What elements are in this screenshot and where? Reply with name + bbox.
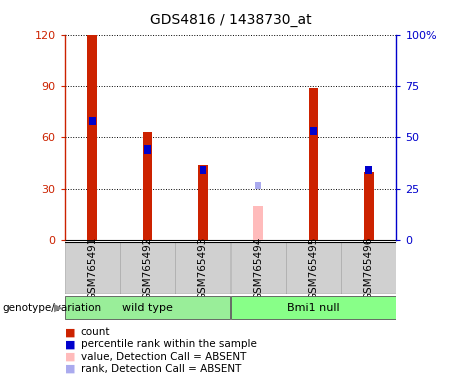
Bar xyxy=(310,127,317,135)
Bar xyxy=(231,296,396,319)
Text: GSM765491: GSM765491 xyxy=(87,236,97,300)
Text: GSM765496: GSM765496 xyxy=(364,236,374,300)
Bar xyxy=(198,165,208,240)
Text: Bmi1 null: Bmi1 null xyxy=(287,303,340,313)
Bar xyxy=(89,117,95,125)
Bar xyxy=(253,206,263,240)
Bar xyxy=(255,182,261,189)
Bar xyxy=(366,166,372,174)
Bar xyxy=(120,242,175,294)
Text: value, Detection Call = ABSENT: value, Detection Call = ABSENT xyxy=(81,352,246,362)
Bar xyxy=(176,242,230,294)
Bar xyxy=(286,242,341,294)
Text: ▶: ▶ xyxy=(54,303,63,313)
Text: ■: ■ xyxy=(65,327,75,337)
Bar xyxy=(87,35,97,240)
Text: rank, Detection Call = ABSENT: rank, Detection Call = ABSENT xyxy=(81,364,241,374)
Bar xyxy=(342,242,396,294)
Text: GSM765495: GSM765495 xyxy=(308,236,319,300)
Text: genotype/variation: genotype/variation xyxy=(2,303,101,313)
Text: GDS4816 / 1438730_at: GDS4816 / 1438730_at xyxy=(150,13,311,27)
Text: wild type: wild type xyxy=(122,303,173,313)
Text: count: count xyxy=(81,327,110,337)
Text: GSM765493: GSM765493 xyxy=(198,236,208,300)
Bar xyxy=(200,166,206,174)
Text: percentile rank within the sample: percentile rank within the sample xyxy=(81,339,257,349)
Text: ■: ■ xyxy=(65,339,75,349)
Bar xyxy=(65,242,119,294)
Text: GSM765492: GSM765492 xyxy=(142,236,153,300)
Bar xyxy=(308,88,319,240)
Text: ■: ■ xyxy=(65,352,75,362)
Bar xyxy=(144,146,151,154)
Text: ■: ■ xyxy=(65,364,75,374)
Text: GSM765494: GSM765494 xyxy=(253,236,263,300)
Bar xyxy=(142,132,153,240)
Bar xyxy=(364,172,374,240)
Bar xyxy=(65,296,230,319)
Bar xyxy=(231,242,285,294)
